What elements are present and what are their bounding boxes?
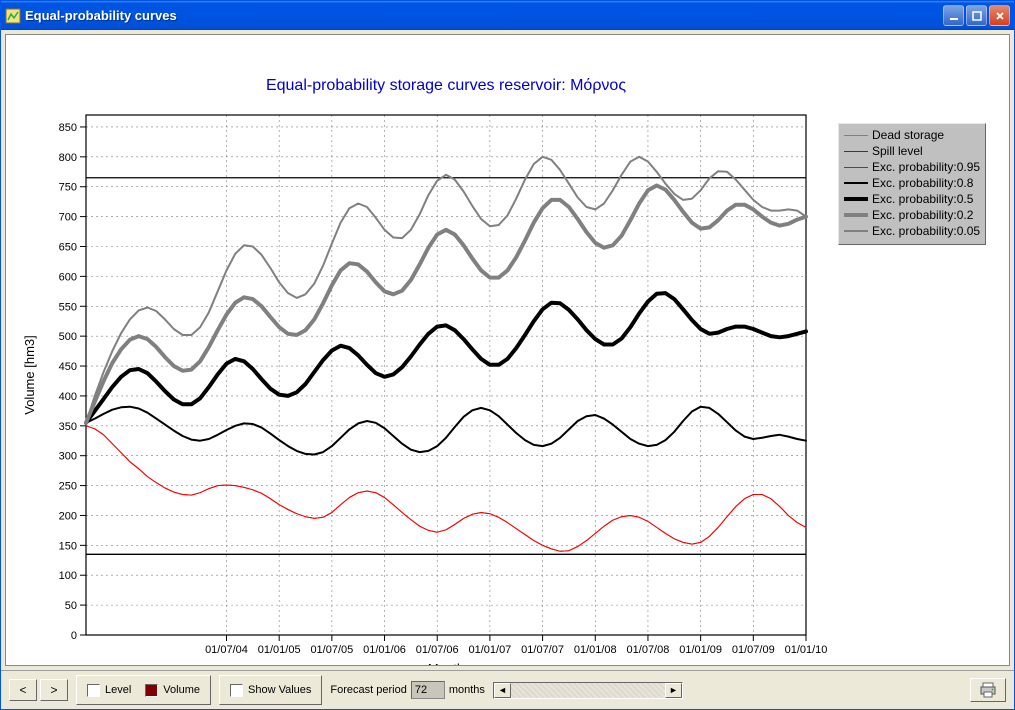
svg-text:01/01/06: 01/01/06 bbox=[363, 644, 406, 656]
svg-text:650: 650 bbox=[59, 242, 77, 254]
scroll-track[interactable] bbox=[511, 683, 665, 698]
forecast-unit: months bbox=[449, 684, 485, 696]
svg-text:01/01/09: 01/01/09 bbox=[679, 644, 722, 656]
close-button[interactable] bbox=[989, 5, 1010, 26]
level-check[interactable]: Level bbox=[87, 684, 131, 697]
svg-text:01/07/08: 01/07/08 bbox=[627, 644, 670, 656]
svg-text:01/01/08: 01/01/08 bbox=[574, 644, 617, 656]
show-values-label: Show Values bbox=[248, 684, 311, 696]
legend-item: Dead storage bbox=[844, 127, 980, 143]
svg-text:Equal-probability storage curv: Equal-probability storage curves reservo… bbox=[266, 77, 626, 94]
level-label: Level bbox=[105, 684, 131, 696]
minimize-button[interactable] bbox=[943, 5, 964, 26]
svg-text:01/01/10: 01/01/10 bbox=[785, 644, 828, 656]
legend-item: Exc. probability:0.2 bbox=[844, 207, 980, 223]
svg-text:01/07/09: 01/07/09 bbox=[732, 644, 775, 656]
forecast-label: Forecast period bbox=[330, 684, 406, 696]
svg-text:300: 300 bbox=[59, 451, 77, 463]
svg-text:01/01/07: 01/01/07 bbox=[468, 644, 511, 656]
svg-text:800: 800 bbox=[59, 152, 77, 164]
svg-text:01/01/05: 01/01/05 bbox=[258, 644, 301, 656]
app-window: Equal-probability curves Equal-probabili… bbox=[0, 0, 1015, 710]
svg-text:250: 250 bbox=[59, 481, 77, 493]
nav-group: < > bbox=[9, 679, 68, 701]
level-checkbox-icon bbox=[87, 684, 100, 697]
svg-text:400: 400 bbox=[59, 391, 77, 403]
svg-text:01/07/06: 01/07/06 bbox=[416, 644, 459, 656]
printer-icon bbox=[979, 682, 997, 698]
titlebar: Equal-probability curves bbox=[1, 1, 1014, 30]
forecast-input[interactable] bbox=[411, 681, 445, 699]
legend-item: Spill level bbox=[844, 143, 980, 159]
values-panel: Show Values bbox=[219, 675, 322, 705]
volume-label: Volume bbox=[163, 684, 200, 696]
legend-item: Exc. probability:0.05 bbox=[844, 223, 980, 239]
svg-text:50: 50 bbox=[65, 600, 77, 612]
window-title: Equal-probability curves bbox=[25, 8, 943, 23]
svg-text:600: 600 bbox=[59, 272, 77, 284]
volume-checkbox-icon bbox=[145, 684, 158, 697]
volume-check[interactable]: Volume bbox=[145, 684, 200, 697]
svg-text:350: 350 bbox=[59, 421, 77, 433]
svg-text:500: 500 bbox=[59, 331, 77, 343]
nav-next-button[interactable]: > bbox=[40, 679, 68, 701]
app-icon bbox=[5, 8, 21, 24]
svg-text:01/07/04: 01/07/04 bbox=[205, 644, 248, 656]
bottom-toolbar: < > Level Volume Show Values Forecast pe… bbox=[1, 670, 1014, 709]
svg-text:200: 200 bbox=[59, 511, 77, 523]
svg-text:550: 550 bbox=[59, 301, 77, 313]
maximize-button[interactable] bbox=[966, 5, 987, 26]
svg-text:100: 100 bbox=[59, 570, 77, 582]
svg-text:01/07/07: 01/07/07 bbox=[521, 644, 564, 656]
svg-text:Volume [hm3]: Volume [hm3] bbox=[22, 335, 37, 415]
scroll-left-icon[interactable]: ◄ bbox=[494, 683, 511, 698]
chart-legend: Dead storageSpill levelExc. probability:… bbox=[838, 123, 986, 245]
svg-text:0: 0 bbox=[71, 630, 77, 642]
svg-text:750: 750 bbox=[59, 182, 77, 194]
legend-item: Exc. probability:0.5 bbox=[844, 191, 980, 207]
svg-text:850: 850 bbox=[59, 122, 77, 134]
forecast-scrollbar[interactable]: ◄ ► bbox=[493, 682, 683, 699]
legend-item: Exc. probability:0.95 bbox=[844, 159, 980, 175]
svg-text:700: 700 bbox=[59, 212, 77, 224]
mode-panel: Level Volume bbox=[76, 675, 211, 705]
svg-text:Month: Month bbox=[428, 661, 464, 665]
window-controls bbox=[943, 5, 1010, 26]
legend-item: Exc. probability:0.8 bbox=[844, 175, 980, 191]
show-values-check[interactable]: Show Values bbox=[230, 684, 311, 697]
print-button[interactable] bbox=[970, 678, 1006, 702]
scroll-right-icon[interactable]: ► bbox=[665, 683, 682, 698]
nav-prev-button[interactable]: < bbox=[9, 679, 37, 701]
svg-text:450: 450 bbox=[59, 361, 77, 373]
svg-text:01/07/05: 01/07/05 bbox=[310, 644, 353, 656]
chart-area: Equal-probability storage curves reservo… bbox=[5, 34, 1010, 666]
forecast-group: Forecast period months bbox=[330, 681, 485, 699]
svg-text:150: 150 bbox=[59, 540, 77, 552]
show-values-checkbox-icon bbox=[230, 684, 243, 697]
